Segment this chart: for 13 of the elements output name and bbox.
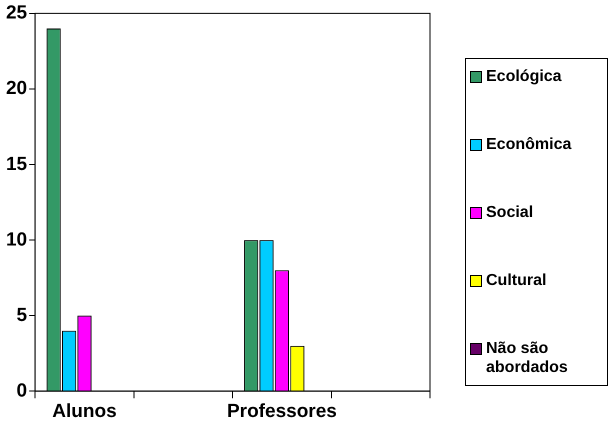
legend-label: Cultural xyxy=(486,271,546,290)
legend-label: Social xyxy=(486,203,534,222)
legend-label: Não são abordados xyxy=(486,339,569,377)
y-tick-label: 0 xyxy=(16,380,28,402)
x-tick-label: Alunos xyxy=(52,400,117,422)
y-tick-label: 15 xyxy=(6,154,28,175)
legend-label: Econômica xyxy=(486,135,572,154)
y-tick-label: 5 xyxy=(16,304,28,326)
y-tick-label: 10 xyxy=(6,229,28,250)
x-tick-label: Professores xyxy=(227,400,337,422)
y-tick-label: 20 xyxy=(6,78,28,100)
legend-label: Ecológica xyxy=(486,67,562,86)
y-tick-label: 25 xyxy=(6,2,28,24)
